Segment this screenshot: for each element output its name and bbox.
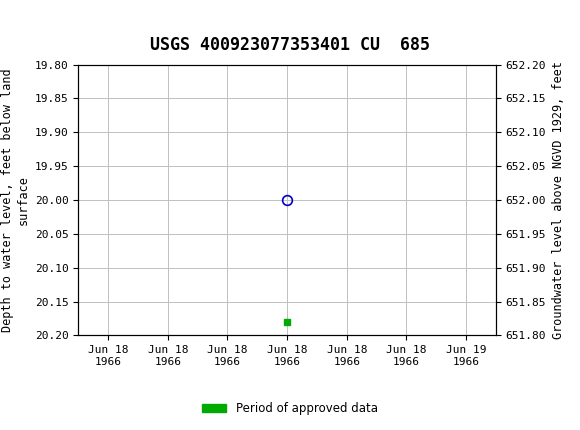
Legend: Period of approved data: Period of approved data: [198, 397, 382, 420]
Text: USGS: USGS: [36, 7, 87, 25]
Y-axis label: Groundwater level above NGVD 1929, feet: Groundwater level above NGVD 1929, feet: [552, 61, 565, 339]
Y-axis label: Depth to water level, feet below land
surface: Depth to water level, feet below land su…: [1, 68, 29, 332]
Text: USGS 400923077353401 CU  685: USGS 400923077353401 CU 685: [150, 36, 430, 54]
